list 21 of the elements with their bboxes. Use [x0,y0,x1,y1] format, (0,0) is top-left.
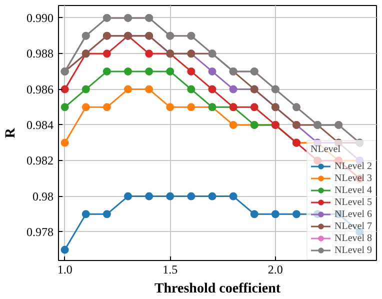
y-tick-label: 0.98 [32,189,54,204]
legend-label: NLevel 6 [334,208,372,220]
legend-title: NLevel [310,144,342,155]
x-tick-label: 1.0 [57,262,72,276]
y-tick-label: 0.978 [26,224,54,239]
x-tick-label: 2.0 [268,262,283,276]
legend-label: NLevel 8 [334,232,372,244]
y-tick-label: 0.986 [26,82,54,96]
y-tick-label: 0.982 [26,154,54,168]
legend-label: NLevel 5 [334,196,372,208]
y-tick-label: 0.990 [26,10,54,25]
legend-label: NLevel 9 [334,244,372,256]
y-tick-label: 0.988 [26,46,54,61]
legend-label: NLevel 3 [334,172,372,184]
y-tick-label: 0.984 [26,118,54,132]
x-axis-title: Threshold coefficient [154,282,281,296]
legend-label: NLevel 7 [334,220,372,232]
x-tick-label: 1.5 [162,262,178,276]
legend-label: NLevel 2 [334,160,372,172]
legend-label: NLevel 4 [334,184,372,196]
y-axis-title: R [4,127,18,138]
